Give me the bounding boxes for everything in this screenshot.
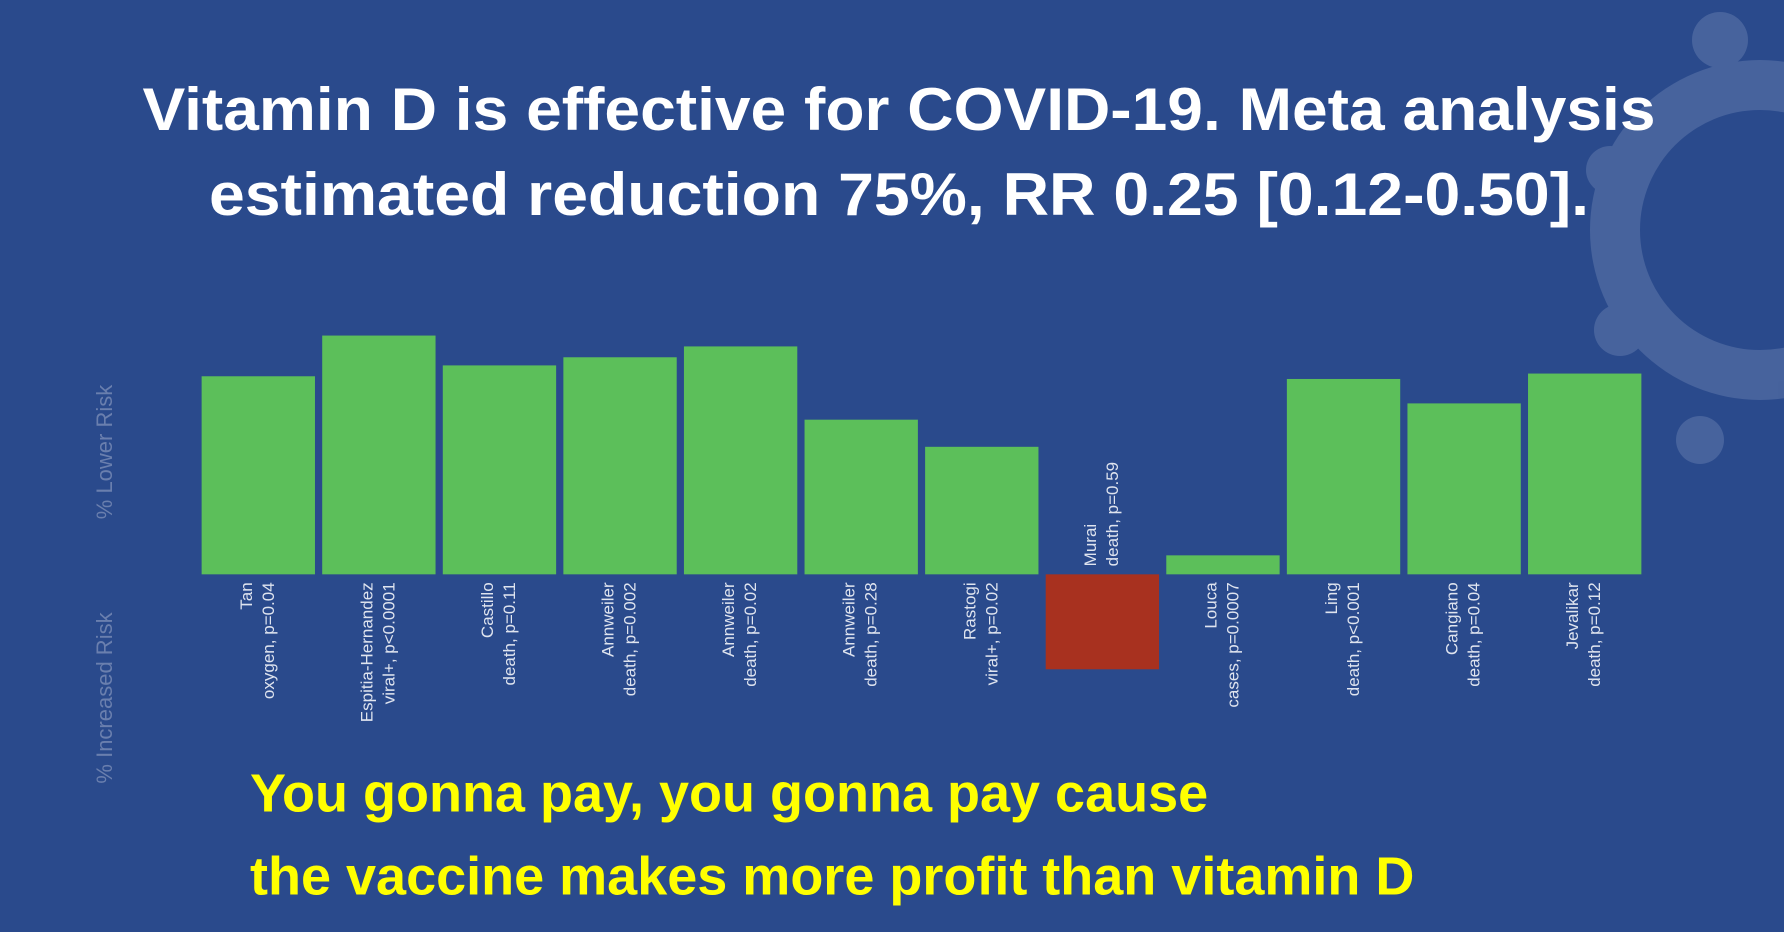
x-tick-label: Louca bbox=[1201, 582, 1220, 629]
bar bbox=[442, 365, 557, 575]
y-axis-label: % Increased Risk bbox=[92, 611, 117, 783]
x-tick-label: Rastogi bbox=[960, 582, 979, 640]
x-tick-label: Annweiler bbox=[599, 582, 618, 657]
x-tick-label: Jevalikar bbox=[1563, 582, 1582, 649]
x-tick-label: Annweiler bbox=[840, 582, 859, 657]
title-line: estimated reduction 75%, RR 0.25 [0.12-0… bbox=[209, 161, 1589, 228]
x-tick-detail: cases, p=0.0007 bbox=[1223, 582, 1242, 707]
y-axis-label: % Lower Risk bbox=[92, 384, 117, 519]
virus-decoration bbox=[1586, 12, 1784, 464]
bar bbox=[563, 357, 677, 575]
x-tick-label: Tan bbox=[237, 582, 256, 609]
x-tick-detail: death, p=0.12 bbox=[1585, 582, 1604, 686]
x-tick-detail: death, p=0.59 bbox=[1103, 462, 1122, 566]
x-tick-detail: oxygen, p=0.04 bbox=[259, 582, 278, 699]
bar bbox=[322, 335, 436, 575]
x-tick-label: Ling bbox=[1322, 582, 1341, 614]
bar bbox=[1286, 378, 1401, 575]
x-tick-detail: death, p=0.04 bbox=[1465, 582, 1484, 686]
caption-line: You gonna pay, you gonna pay cause bbox=[250, 763, 1208, 823]
bar bbox=[1407, 403, 1521, 575]
x-tick-detail: death, p=0.02 bbox=[741, 582, 760, 686]
x-tick-detail: viral+, p<0.0001 bbox=[379, 582, 398, 704]
x-tick-label: Cangiano bbox=[1443, 582, 1462, 655]
x-tick-detail: death, p=0.28 bbox=[862, 582, 881, 686]
bar bbox=[201, 376, 315, 575]
caption-line: the vaccine makes more profit than vitam… bbox=[250, 846, 1414, 906]
bar bbox=[804, 419, 918, 575]
x-tick-label: Murai bbox=[1081, 524, 1100, 567]
bar bbox=[1528, 373, 1642, 575]
title-line: Vitamin D is effective for COVID-19. Met… bbox=[143, 76, 1656, 143]
x-tick-detail: death, p=0.11 bbox=[500, 582, 519, 685]
x-tick-detail: viral+, p=0.02 bbox=[982, 582, 1001, 685]
x-tick-label: Annweiler bbox=[719, 582, 738, 657]
x-tick-detail: death, p<0.001 bbox=[1344, 582, 1363, 696]
x-tick-label: Castillo bbox=[478, 582, 497, 638]
x-tick-label: Espitia-Hernandez bbox=[357, 582, 376, 722]
x-tick-detail: death, p=0.002 bbox=[621, 582, 640, 696]
bar bbox=[683, 346, 798, 575]
bar bbox=[925, 446, 1039, 575]
bar bbox=[1045, 574, 1160, 670]
bar bbox=[1166, 555, 1280, 575]
